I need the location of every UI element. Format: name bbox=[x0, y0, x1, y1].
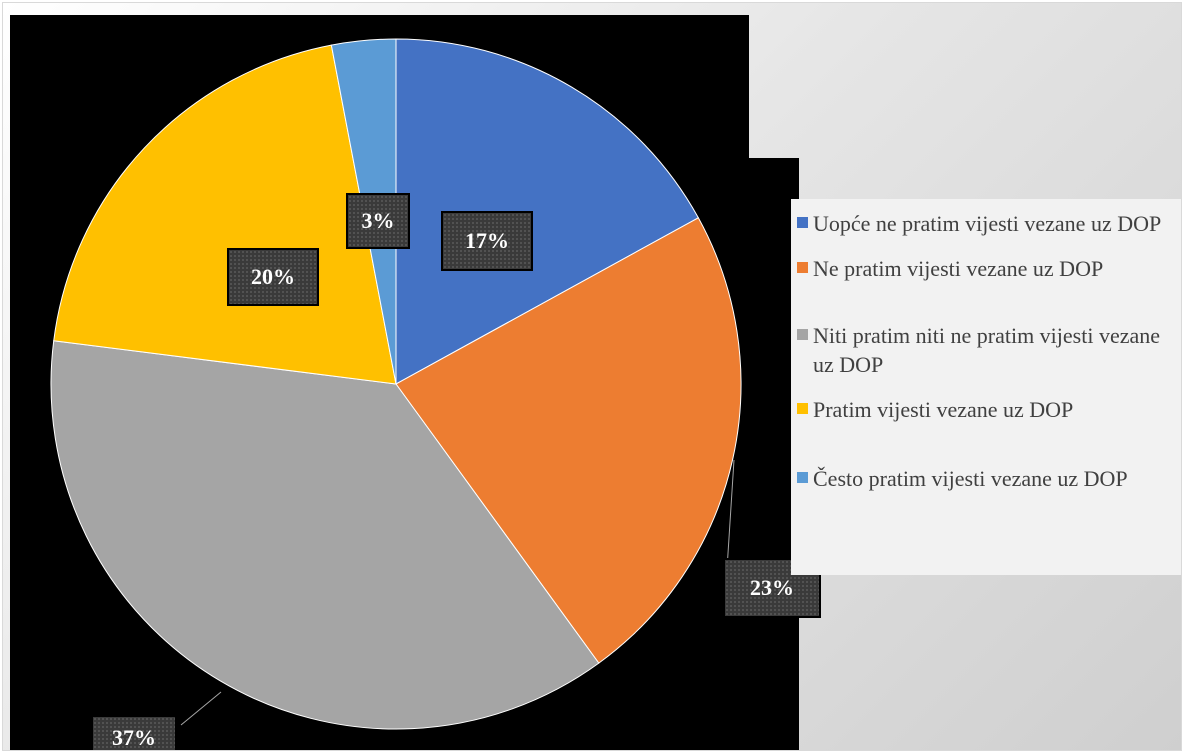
legend-label: Ne pratim vijesti vezane uz DOP bbox=[813, 256, 1104, 281]
legend-item-ne-pratim: Ne pratim vijesti vezane uz DOP bbox=[797, 254, 1181, 283]
leader-line-niti-pratim bbox=[180, 691, 222, 726]
legend-swatch bbox=[797, 472, 808, 483]
data-label-cesto-pratim: 3% bbox=[346, 193, 410, 249]
legend-label: Pratim vijesti vezane uz DOP bbox=[813, 397, 1074, 422]
legend-swatch bbox=[797, 403, 808, 414]
legend-item-niti-pratim-niti-ne-pratim: Niti pratim niti ne pratim vijesti vezan… bbox=[797, 321, 1181, 379]
legend-swatch bbox=[797, 217, 808, 228]
legend-swatch bbox=[797, 329, 808, 340]
pie-slice-ne-pratim bbox=[395, 217, 742, 664]
chart-plot-background-extension bbox=[749, 158, 799, 750]
pie-slice-niti-pratim-niti-ne-pratim bbox=[50, 340, 600, 730]
legend-item-uopce-ne-pratim: Uopće ne pratim vijesti vezane uz DOP bbox=[797, 209, 1181, 238]
legend: Uopće ne pratim vijesti vezane uz DOP Ne … bbox=[791, 199, 1181, 575]
data-label-niti-pratim-niti-ne-pratim: 37% bbox=[91, 715, 177, 750]
legend-label: Niti pratim niti ne pratim vijesti vezan… bbox=[813, 323, 1161, 377]
legend-item-cesto-pratim: Često pratim vijesti vezane uz DOP bbox=[797, 464, 1181, 493]
data-label-uopce-ne-pratim: 17% bbox=[441, 211, 533, 271]
data-label-pratim: 20% bbox=[227, 248, 319, 306]
legend-label: Često pratim vijesti vezane uz DOP bbox=[813, 466, 1128, 491]
legend-item-pratim: Pratim vijesti vezane uz DOP bbox=[797, 395, 1181, 424]
legend-label: Uopće ne pratim vijesti vezane uz DOP bbox=[813, 211, 1162, 236]
legend-swatch bbox=[797, 262, 808, 273]
pie-slice-uopce-ne-pratim bbox=[395, 38, 700, 385]
